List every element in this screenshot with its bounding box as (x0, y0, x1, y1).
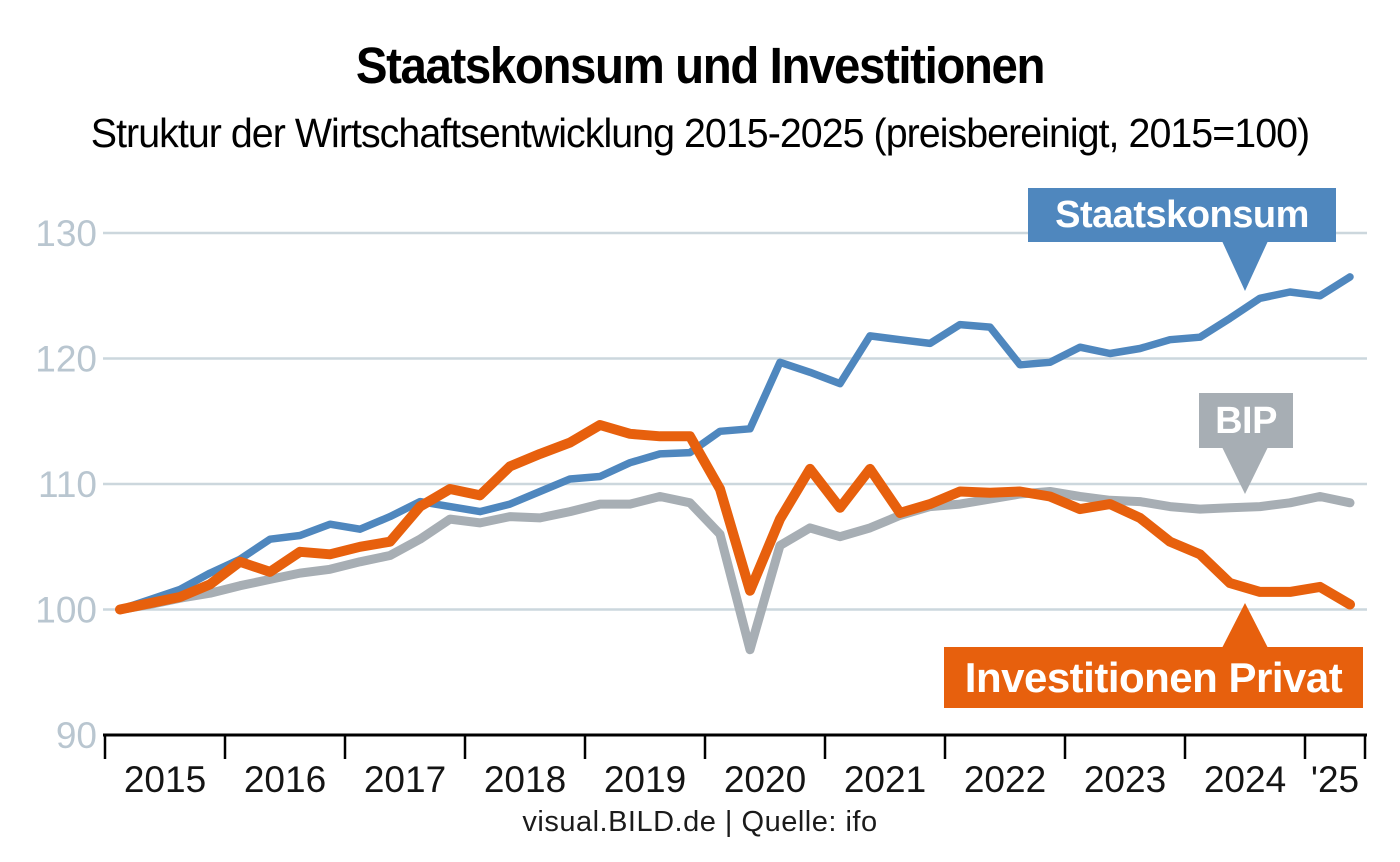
legend-label-investitionen-privat: Investitionen Privat (964, 654, 1343, 701)
y-axis-label: 110 (38, 464, 97, 505)
series-line-staatskonsum (116, 273, 1354, 614)
y-axis-label: 130 (35, 213, 97, 254)
x-axis-label: 2017 (364, 759, 446, 800)
x-axis-label: 2015 (124, 759, 206, 800)
callout-pointer-up-icon (1222, 603, 1268, 648)
legend-label-bip: BIP (1215, 400, 1277, 442)
legend-label-staatskonsum: Staatskonsum (1055, 194, 1309, 236)
x-axis-label: 2022 (964, 759, 1046, 800)
y-axis-label: 90 (56, 715, 97, 756)
x-axis-label: 2019 (604, 759, 686, 800)
source-credit: visual.BILD.de | Quelle: ifo (522, 806, 878, 838)
x-axis-label: 2018 (484, 759, 566, 800)
x-axis-label: 2020 (724, 759, 806, 800)
callout-pointer-down-icon (1222, 241, 1268, 291)
chart-title: Staatskonsum und Investitionen (355, 37, 1046, 94)
x-axis-label: '25 (1311, 759, 1359, 800)
chart-subtitle: Struktur der Wirtschaftsentwicklung 2015… (90, 110, 1310, 156)
y-axis-label: 100 (35, 590, 97, 631)
x-axis-label: 2024 (1204, 759, 1286, 800)
legend-callout-staatskonsum: Staatskonsum (1028, 188, 1336, 291)
x-axis-label: 2021 (844, 759, 926, 800)
series-line-bip (115, 487, 1355, 655)
y-axis-label: 120 (35, 339, 97, 380)
x-axis-label: 2023 (1084, 759, 1166, 800)
x-axis-label: 2016 (244, 759, 326, 800)
legend-callout-bip: BIP (1199, 393, 1293, 494)
callout-pointer-down-icon (1222, 447, 1268, 494)
legend-callout-investitionen-privat: Investitionen Privat (944, 603, 1363, 708)
series-line-investitionen-privat (115, 420, 1355, 615)
